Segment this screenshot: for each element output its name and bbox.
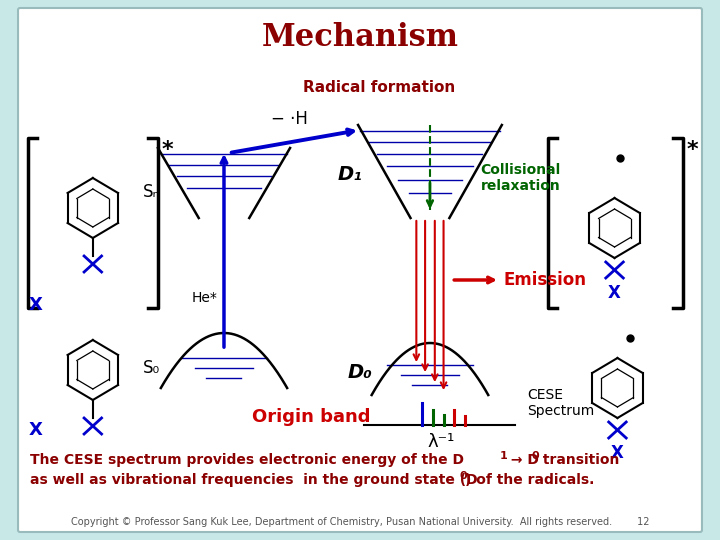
Text: X: X [608,284,621,302]
Text: 0: 0 [532,451,539,461]
Text: transition: transition [538,453,619,467]
Text: Origin band: Origin band [252,408,371,426]
Text: Copyright © Professor Sang Kuk Lee, Department of Chemistry, Pusan National Univ: Copyright © Professor Sang Kuk Lee, Depa… [71,517,649,527]
Text: D₀: D₀ [348,363,372,382]
Text: He*: He* [192,291,217,305]
Text: − ·H: − ·H [271,110,307,128]
Text: *: * [162,140,174,160]
Text: 1: 1 [500,451,508,461]
FancyBboxPatch shape [18,8,702,532]
Text: Radical formation: Radical formation [303,80,456,96]
Text: X: X [29,296,42,314]
Text: 0: 0 [459,471,467,481]
Text: X: X [611,444,624,462]
Text: *: * [686,140,698,160]
Text: S₀: S₀ [143,359,160,377]
Text: → D: → D [505,453,539,467]
Text: Sₙ: Sₙ [143,183,160,201]
Text: The CESE spectrum provides electronic energy of the D: The CESE spectrum provides electronic en… [30,453,464,467]
Text: Mechanism: Mechanism [261,23,459,53]
Text: as well as vibrational frequencies  in the ground state (D: as well as vibrational frequencies in th… [30,473,477,487]
Text: ) of the radicals.: ) of the radicals. [465,473,594,487]
Text: Collisional
relaxation: Collisional relaxation [480,163,561,193]
Text: λ⁻¹: λ⁻¹ [428,433,455,451]
Text: CESE
Spectrum: CESE Spectrum [527,388,594,418]
Text: X: X [29,421,42,439]
Text: D₁: D₁ [338,165,363,185]
Text: Emission: Emission [504,271,587,289]
